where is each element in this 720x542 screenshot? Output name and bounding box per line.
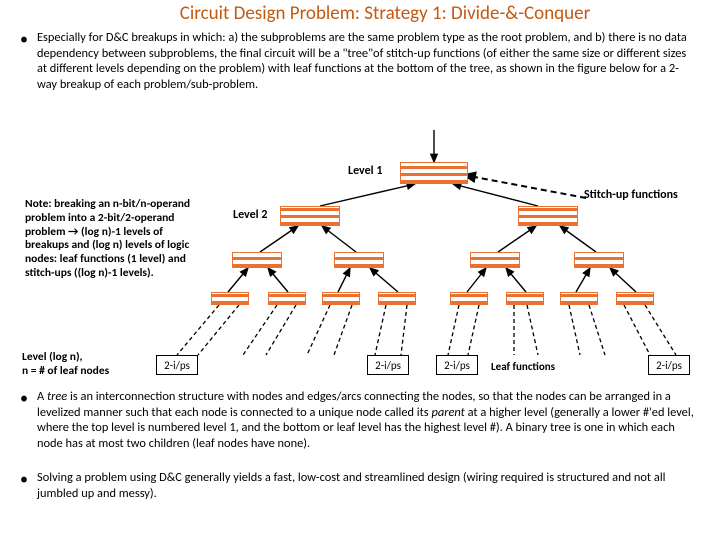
stitchup-node xyxy=(506,292,544,305)
stitchup-node xyxy=(450,292,488,305)
note-block: Note: breaking an n-bit/n-operand proble… xyxy=(25,198,195,281)
stitchup-node xyxy=(470,252,520,268)
stitchup-node xyxy=(378,292,416,305)
stitchup-label: Stitch-up functions xyxy=(584,188,678,202)
bullet-dot-icon: • xyxy=(20,30,28,50)
page-title: Circuit Design Problem: Strategy 1: Divi… xyxy=(50,2,720,25)
stitchup-node xyxy=(400,162,468,184)
leaf-node: 2-i/ps xyxy=(367,355,409,375)
bullet-dot-icon: • xyxy=(20,470,28,490)
bullet-2-text: A tree is an interconnection structure w… xyxy=(37,389,694,451)
level-1-label: Level 1 xyxy=(348,164,382,178)
bullet-3-text: Solving a problem using D&C generally yi… xyxy=(37,470,666,501)
leaf-level-label: Level (log n), n = # of leaf nodes xyxy=(22,351,157,379)
bullet-2: • A tree is an interconnection structure… xyxy=(37,389,703,451)
bullet-1-text: Especially for D&C breakups in which: a)… xyxy=(37,30,687,92)
leaf-functions-label: Leaf functions xyxy=(491,360,555,373)
stitchup-node xyxy=(280,206,340,226)
bullet-3: • Solving a problem using D&C generally … xyxy=(37,470,703,501)
stitchup-node xyxy=(560,292,598,305)
stitchup-node xyxy=(334,252,384,268)
stitchup-node xyxy=(211,292,249,305)
leaf-node: 2-i/ps xyxy=(156,355,198,375)
stitchup-node xyxy=(518,206,578,226)
bullet-dot-icon: • xyxy=(20,389,28,409)
leaf-node: 2-i/ps xyxy=(436,355,478,375)
stitchup-node xyxy=(574,252,624,268)
bullet-1: • Especially for D&C breakups in which: … xyxy=(37,30,697,92)
stitchup-node xyxy=(322,292,360,305)
stitchup-node xyxy=(616,292,654,305)
leaf-node: 2-i/ps xyxy=(648,355,690,375)
stitchup-node xyxy=(268,292,306,305)
stitchup-node xyxy=(232,252,282,268)
level-2-label: Level 2 xyxy=(233,208,267,222)
